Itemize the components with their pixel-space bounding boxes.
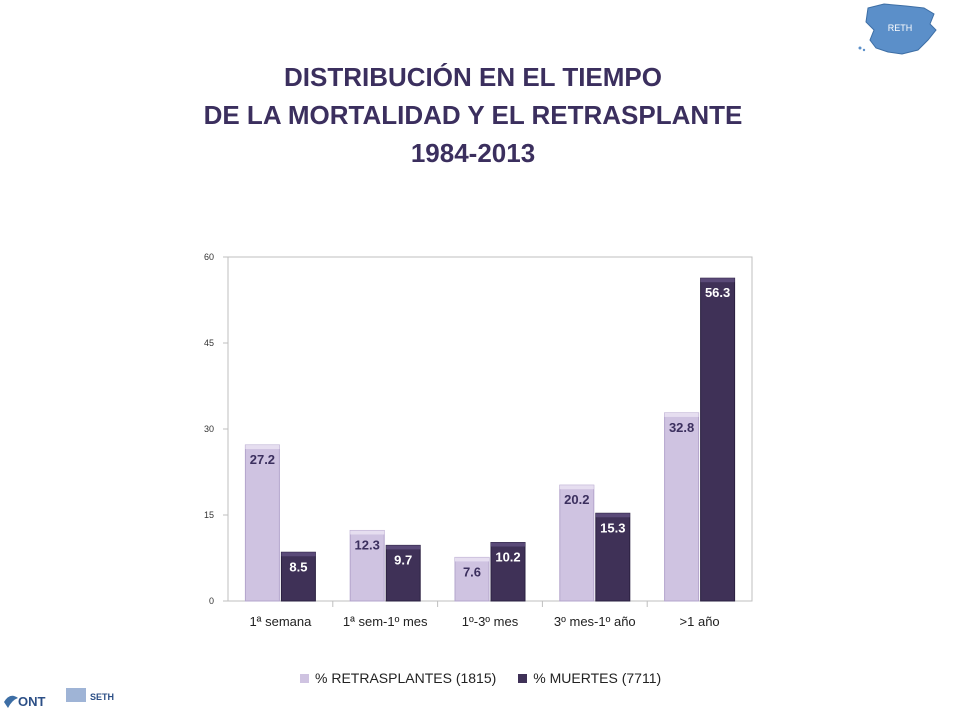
data-label: 12.3 — [355, 537, 380, 552]
bar-top-highlight — [245, 445, 280, 450]
title-line-3: 1984-2013 — [410, 138, 536, 168]
y-tick-label: 0 — [209, 596, 214, 606]
chart-title: DISTRIBUCIÓN EN EL TIEMPO DE LA MORTALID… — [0, 58, 946, 172]
islands-dot — [862, 48, 866, 52]
data-label: 32.8 — [669, 420, 694, 435]
x-tick-label: 1ª semana — [249, 614, 312, 629]
x-tick-label: 1ª sem-1º mes — [343, 614, 428, 629]
legend-item-series-1: % RETRASPLANTES (1815) — [300, 670, 496, 686]
x-tick-label: 3º mes-1º año — [554, 614, 636, 629]
bar-top-highlight — [455, 557, 489, 562]
chart-legend: % RETRASPLANTES (1815) % MUERTES (7711) — [300, 670, 661, 686]
bar-series-1 — [454, 556, 490, 602]
legend-label-series-1: % RETRASPLANTES (1815) — [315, 670, 497, 686]
islands-dot — [858, 46, 862, 50]
bar-series-1 — [664, 412, 700, 602]
bar-series-2 — [280, 551, 316, 602]
legend-item-series-2: % MUERTES (7711) — [518, 670, 661, 686]
data-label: 15.3 — [600, 520, 625, 535]
bar-series-2 — [595, 512, 631, 602]
data-label: 56.3 — [705, 285, 730, 300]
ont-swirl-icon — [4, 695, 18, 708]
bar-series-1 — [244, 444, 280, 602]
map-logo-text: RETH — [888, 23, 913, 33]
bar-top-highlight — [350, 530, 385, 535]
data-label: 20.2 — [564, 492, 589, 507]
footer-logos: ONT SETH — [4, 688, 114, 709]
seth-logo: SETH — [66, 688, 114, 702]
bar-top-highlight — [559, 485, 594, 490]
y-tick-label: 15 — [204, 510, 214, 520]
seth-logo-mark — [66, 688, 86, 702]
bar-series-2 — [385, 544, 421, 602]
seth-logo-text: SETH — [90, 692, 114, 702]
bar-top-highlight — [386, 545, 421, 550]
bar-top-highlight — [664, 412, 699, 417]
data-label: 10.2 — [495, 550, 520, 565]
data-label: 7.6 — [463, 564, 481, 579]
x-tick-label: 1º-3º mes — [462, 614, 519, 629]
x-tick-label: >1 año — [680, 614, 720, 629]
bar-top-highlight — [281, 552, 316, 557]
data-label: 9.7 — [394, 552, 412, 567]
bar-series-2 — [700, 277, 736, 602]
bar-chart: 0 15 30 45 60 1ª semana 27.2 8.5 1ª sem-1º mes 12… — [204, 252, 753, 629]
legend-swatch-series-2 — [518, 673, 528, 683]
y-tick-label: 45 — [204, 338, 214, 348]
y-tick-label: 60 — [204, 252, 214, 262]
bar-top-highlight — [491, 542, 525, 547]
legend-label-series-2: % MUERTES (7711) — [533, 670, 662, 686]
title-line-2: DE LA MORTALIDAD Y EL RETRASPLANTE — [203, 100, 743, 130]
bar-series-1 — [349, 529, 385, 602]
title-line-1: DISTRIBUCIÓN EN EL TIEMPO — [284, 62, 662, 92]
ont-logo-text: ONT — [18, 694, 46, 709]
data-label: 8.5 — [289, 559, 307, 574]
legend-swatch-series-1 — [300, 673, 309, 683]
ont-logo: ONT — [4, 694, 46, 709]
data-label: 27.2 — [250, 452, 275, 467]
bar-top-highlight — [700, 278, 735, 283]
spain-map-shape — [865, 3, 937, 55]
bar-top-highlight — [595, 513, 630, 518]
spain-map-logo: RETH — [858, 3, 937, 55]
y-tick-label: 30 — [204, 424, 214, 434]
bar-series-1 — [559, 484, 595, 602]
